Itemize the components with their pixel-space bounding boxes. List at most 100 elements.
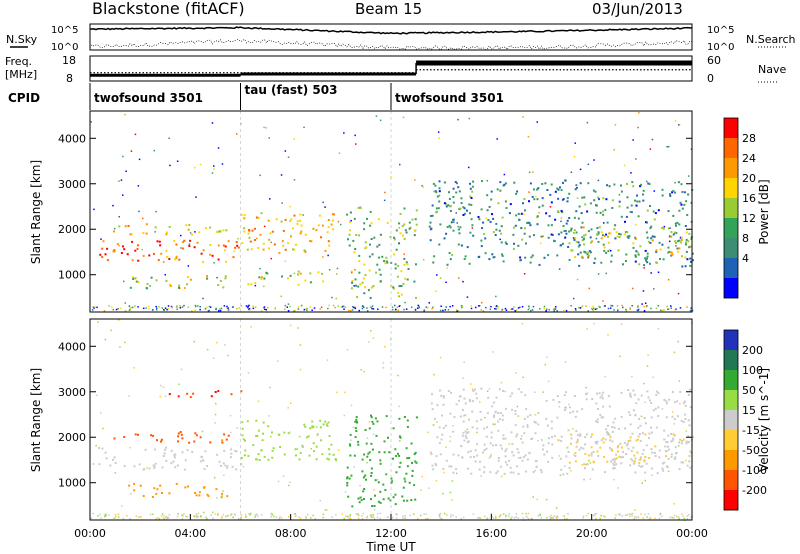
velocity-scatter-cell xyxy=(516,405,519,408)
power-echo-cell xyxy=(513,242,515,245)
power-echo-cell xyxy=(541,197,544,200)
power-colorbar-tick: 24 xyxy=(742,152,756,165)
power-echo-cell xyxy=(247,283,250,286)
power-echo-cell xyxy=(254,227,256,230)
power-echo-cell xyxy=(368,255,371,258)
velocity-ground-cell xyxy=(673,517,675,519)
power-echo-cell xyxy=(562,225,565,227)
power-echo-cell xyxy=(575,240,578,243)
velocity-echo-cell xyxy=(448,465,451,468)
velocity-echo-cell xyxy=(620,391,623,394)
velocity-scatter-cell xyxy=(685,430,688,432)
power-echo-cell xyxy=(326,231,329,234)
velocity-echo-cell xyxy=(676,400,679,403)
velocity-echo-cell xyxy=(464,430,467,433)
power-echo-cell xyxy=(443,202,446,205)
power-echo-cell xyxy=(575,210,578,213)
velocity-panel-background xyxy=(90,319,692,520)
power-echo-cell xyxy=(293,248,296,251)
power-echo-cell xyxy=(295,243,297,246)
power-echo-cell xyxy=(355,284,357,287)
power-echo-cell xyxy=(330,223,333,226)
power-scatter-cell xyxy=(337,220,340,223)
velocity-echo-cell xyxy=(632,462,635,465)
power-echo-cell xyxy=(471,224,474,227)
velocity-echo-cell xyxy=(623,441,626,444)
power-ground-cell xyxy=(444,309,447,311)
power-echo-cell xyxy=(430,227,433,230)
power-scatter-cell xyxy=(213,165,215,167)
velocity-echo-cell xyxy=(650,448,653,451)
velocity-echo-cell xyxy=(496,470,499,473)
power-ground-cell xyxy=(191,310,193,312)
velocity-ground-cell xyxy=(387,516,389,518)
velocity-echo-cell xyxy=(572,410,575,413)
power-echo-cell xyxy=(455,182,458,185)
power-echo-cell xyxy=(566,200,569,203)
power-echo-cell xyxy=(686,214,689,216)
power-echo-cell xyxy=(691,259,694,262)
velocity-echo-cell xyxy=(597,408,600,410)
power-ground-cell xyxy=(432,306,434,309)
power-echo-cell xyxy=(260,278,263,281)
power-ground-cell xyxy=(579,307,582,309)
velocity-ground-cell xyxy=(377,512,379,515)
power-echo-cell xyxy=(206,275,208,278)
power-ground-cell xyxy=(527,308,530,311)
velocity-echo-cell xyxy=(526,425,529,428)
power-ytick-label: 4000 xyxy=(58,132,86,145)
velocity-echo-cell xyxy=(568,466,571,469)
time-axis-label: Time UT xyxy=(365,540,416,554)
velocity-echo-cell xyxy=(480,387,483,390)
velocity-colorbar-cell xyxy=(724,390,738,411)
power-ground-cell xyxy=(445,306,447,308)
velocity-echo-cell xyxy=(599,446,602,449)
velocity-echo-cell xyxy=(98,447,100,449)
power-scatter-cell xyxy=(587,163,590,166)
power-scatter-cell xyxy=(532,171,534,173)
velocity-ground-cell xyxy=(115,516,117,518)
velocity-echo-cell xyxy=(152,464,155,467)
power-echo-cell xyxy=(126,253,129,256)
power-ground-cell xyxy=(577,306,580,309)
velocity-echo-cell xyxy=(539,469,542,471)
power-ground-cell xyxy=(501,309,503,312)
power-echo-cell xyxy=(528,222,531,225)
power-echo-cell xyxy=(563,230,566,232)
power-echo-cell xyxy=(560,244,563,247)
velocity-echo-cell xyxy=(613,457,616,460)
velocity-echo-cell xyxy=(192,392,195,395)
power-scatter-cell xyxy=(678,124,681,126)
power-scatter-cell xyxy=(635,223,637,226)
power-ground-cell xyxy=(297,306,300,308)
velocity-ground-cell xyxy=(661,515,663,517)
velocity-ground-cell xyxy=(105,513,107,515)
power-echo-cell xyxy=(317,271,320,274)
velocity-scatter-cell xyxy=(455,472,458,475)
power-ground-cell xyxy=(327,307,329,310)
velocity-ground-cell xyxy=(322,513,325,516)
velocity-echo-cell xyxy=(657,392,660,395)
velocity-echo-cell xyxy=(370,414,372,417)
velocity-echo-cell xyxy=(508,459,511,462)
velocity-echo-cell xyxy=(648,399,651,402)
power-echo-cell xyxy=(373,236,376,239)
velocity-scatter-cell xyxy=(585,386,587,389)
power-scatter-cell xyxy=(302,214,304,216)
power-echo-cell xyxy=(392,286,395,289)
velocity-ground-cell xyxy=(486,517,489,519)
power-ground-cell xyxy=(555,306,557,308)
velocity-scatter-cell xyxy=(442,492,444,495)
velocity-echo-cell xyxy=(355,430,358,432)
power-scatter-cell xyxy=(199,163,202,166)
velocity-echo-cell xyxy=(684,413,687,416)
velocity-ground-cell xyxy=(298,516,300,518)
power-echo-cell xyxy=(508,212,511,215)
power-scatter-cell xyxy=(120,179,123,181)
power-echo-cell xyxy=(587,251,590,254)
velocity-scatter-cell xyxy=(435,479,438,482)
velocity-scatter-cell xyxy=(619,355,621,357)
power-echo-cell xyxy=(460,202,463,205)
power-echo-cell xyxy=(432,261,435,264)
power-echo-cell xyxy=(224,245,227,248)
